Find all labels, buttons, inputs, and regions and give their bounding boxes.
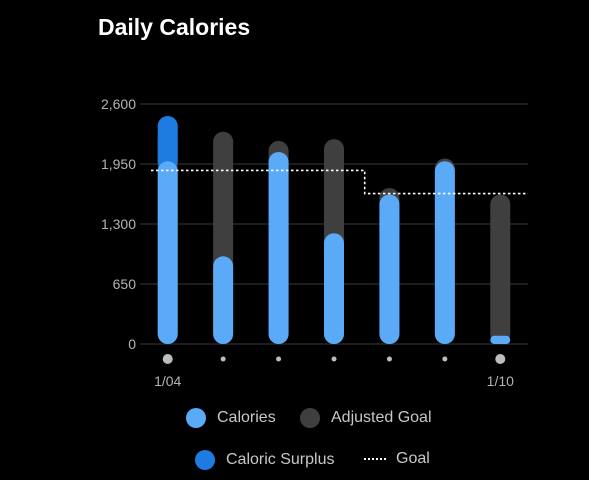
y-tick-label: 1,950: [101, 156, 136, 172]
legend-calories-label: Calories: [217, 409, 276, 426]
legend-goal-swatch: [364, 458, 386, 460]
x-tick-dot: [276, 356, 282, 362]
calories-bar: [157, 161, 178, 344]
goal-line: [151, 169, 528, 195]
x-tick-label: 1/10: [487, 373, 514, 389]
calories-bar: [268, 152, 289, 344]
x-tick-label: 1/04: [154, 373, 181, 389]
chart-title: Daily Calories: [98, 14, 251, 40]
x-tick-dot: [220, 356, 226, 362]
y-tick-label: 2,600: [101, 96, 136, 112]
x-tick-dot: [386, 356, 392, 362]
x-tick-dot: [331, 356, 337, 362]
legend-caloric-surplus: Caloric Surplus: [195, 450, 334, 470]
calories-chart: 0 650 1,300 1,950 2,600 1/04 1/10: [101, 96, 528, 389]
surplus-bar: [157, 116, 178, 172]
y-tick-label: 650: [113, 276, 137, 292]
calories-bar: [324, 233, 344, 344]
legend-goal: Goal: [364, 450, 430, 468]
legend-adjusted-goal-swatch: [300, 408, 320, 428]
legend-goal-label: Goal: [396, 450, 430, 467]
y-tick-label: 0: [128, 336, 136, 352]
legend-calories: Calories: [186, 408, 276, 428]
x-tick-dot: [495, 354, 506, 364]
calories-bar: [490, 335, 511, 344]
calories-bar: [213, 256, 234, 344]
legend-caloric-surplus-swatch: [195, 450, 215, 470]
calories-bar: [379, 194, 400, 344]
legend-caloric-surplus-label: Caloric Surplus: [226, 451, 335, 468]
adjusted-goal-bar: [490, 194, 511, 344]
calories-bar: [434, 161, 455, 344]
x-tick-dot: [442, 356, 448, 362]
y-tick-label: 1,300: [101, 216, 136, 232]
legend-adjusted-goal-label: Adjusted Goal: [331, 409, 432, 426]
legend-adjusted-goal: Adjusted Goal: [300, 408, 432, 428]
x-tick-dot: [162, 354, 173, 364]
legend-calories-swatch: [186, 408, 206, 428]
